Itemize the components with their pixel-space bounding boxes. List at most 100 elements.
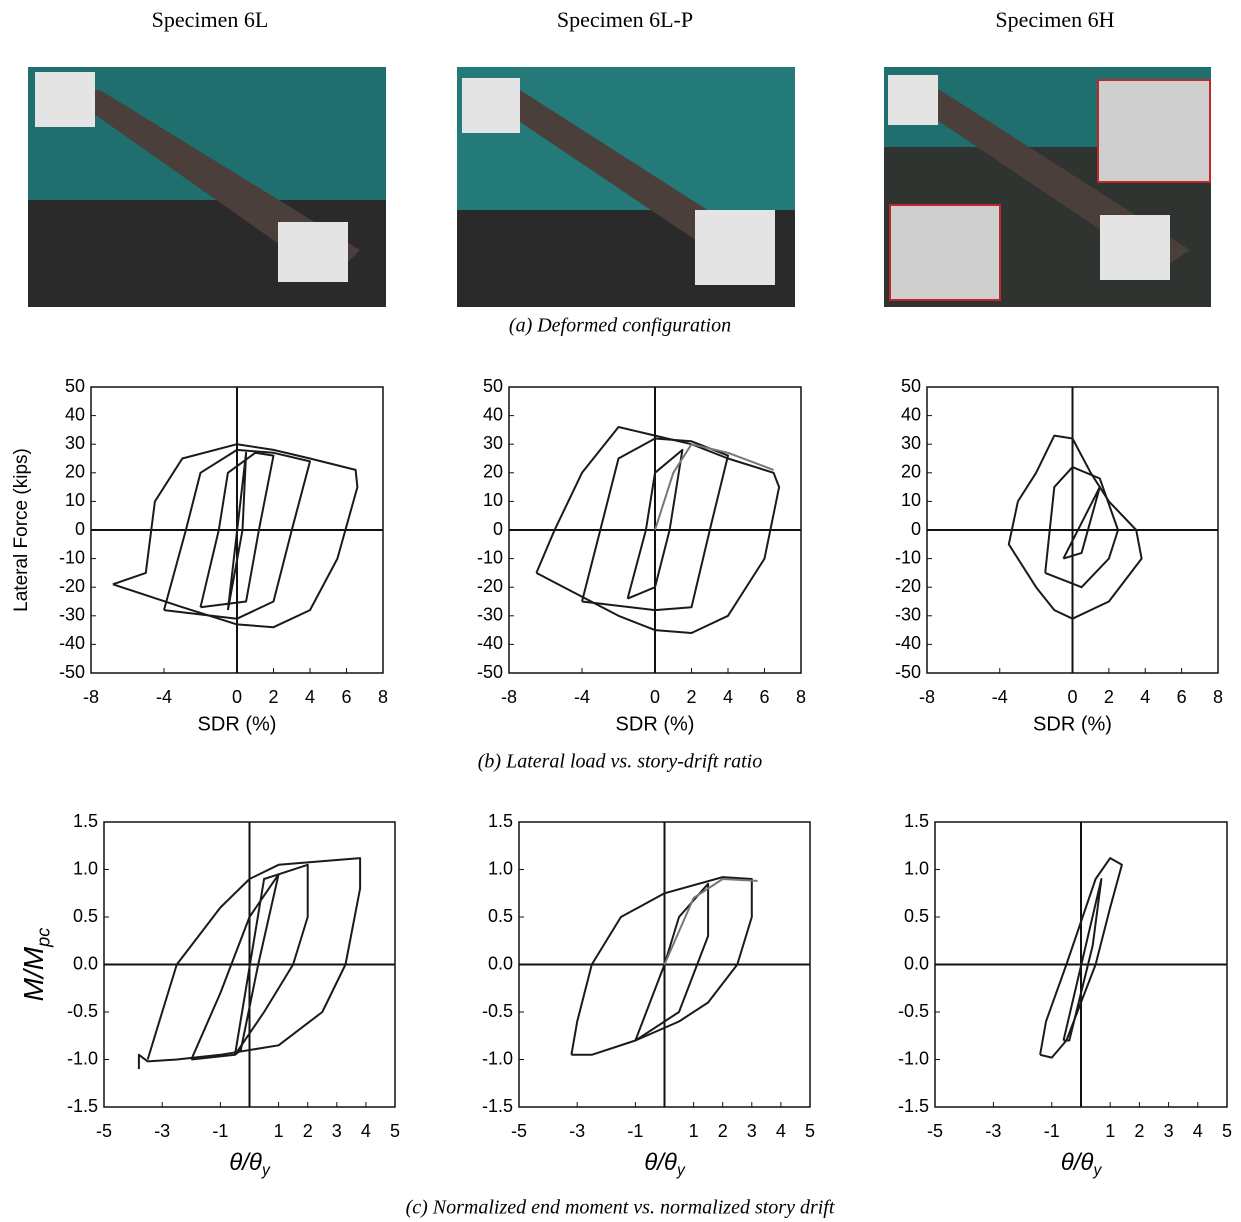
axis-label-sub: y [676,1162,686,1179]
y-tick-label: 0 [75,519,85,539]
hysteresis-line [1062,878,1103,1042]
axis-label-sub: y [1092,1162,1102,1179]
hysteresis-line [570,876,753,1056]
axis-label-main: θ/θ [644,1149,677,1176]
hysteresis-line [535,426,781,634]
y-tick-label: -0.5 [482,1001,513,1021]
caption: (c) Normalized end moment vs. normalized… [406,1197,835,1219]
photo [28,67,386,307]
x-tick-label: 1 [1105,1121,1115,1141]
caption: (a) Deformed configuration [509,315,731,337]
x-tick-label: 8 [796,687,806,707]
x-tick-label: -8 [919,687,935,707]
y-tick-label: 30 [65,433,85,453]
hysteresis-line [663,878,758,965]
hysteresis-line [626,448,684,600]
x-tick-label: 2 [1104,687,1114,707]
axis-label: M/Mpc [18,928,53,1002]
y-tick-label: 0 [911,519,921,539]
hysteresis-line [199,451,275,609]
x-tick-label: 4 [1140,687,1150,707]
x-tick-label: 2 [686,687,696,707]
y-tick-label: -0.5 [898,1001,929,1021]
hysteresis-line [654,443,774,531]
axis-label: θ/θy [1061,1149,1103,1179]
axis-label-main: θ/θ [229,1149,262,1176]
x-tick-label: 2 [303,1121,313,1141]
y-tick-label: -40 [477,633,503,653]
hysteresis-line [1062,486,1101,560]
x-tick-label: -3 [569,1121,585,1141]
y-tick-label: 40 [483,404,503,424]
y-tick-label: -50 [895,662,921,682]
y-tick-label: -1.5 [67,1096,98,1116]
x-tick-label: -4 [992,687,1008,707]
y-tick-label: -40 [59,633,85,653]
x-tick-label: -8 [83,687,99,707]
hysteresis-line [1044,466,1119,589]
caption: (b) Lateral load vs. story-drift ratio [478,751,762,773]
x-tick-label: 1 [689,1121,699,1141]
x-tick-label: 5 [390,1121,400,1141]
x-tick-label: 2 [1134,1121,1144,1141]
y-tick-label: 0 [493,519,503,539]
y-tick-label: -20 [895,576,921,596]
x-tick-label: -3 [985,1121,1001,1141]
axis-label-sub: pc [33,928,53,948]
axis-label-main: M/M [18,946,49,1001]
y-tick-label: -30 [895,605,921,625]
y-tick-label: -1.0 [482,1048,513,1068]
y-tick-label: -30 [59,605,85,625]
y-tick-label: 1.5 [73,811,98,831]
x-tick-label: 2 [268,687,278,707]
y-tick-label: 20 [483,462,503,482]
y-tick-label: 0.5 [73,906,98,926]
x-tick-label: -5 [927,1121,943,1141]
axis-label: SDR (%) [616,713,695,735]
x-tick-label: 0 [650,687,660,707]
photo [884,67,1211,307]
x-tick-label: -1 [627,1121,643,1141]
y-tick-label: -20 [477,576,503,596]
y-tick-label: 10 [65,490,85,510]
axis-label-sub: y [261,1162,271,1179]
y-tick-label: -1.5 [482,1096,513,1116]
hysteresis-line [234,873,280,1056]
x-tick-label: 8 [378,687,388,707]
x-tick-label: 6 [1177,687,1187,707]
axis-label: θ/θy [644,1149,686,1179]
y-tick-label: -10 [59,547,85,567]
y-tick-label: 30 [901,433,921,453]
axis-label-main: θ/θ [1061,1149,1094,1176]
x-tick-label: -1 [212,1121,228,1141]
x-tick-label: -8 [501,687,517,707]
y-tick-label: 1.0 [73,858,98,878]
x-tick-label: 3 [747,1121,757,1141]
x-tick-label: -1 [1044,1121,1060,1141]
x-tick-label: 0 [1067,687,1077,707]
y-tick-label: 0.0 [73,953,98,973]
x-tick-label: 0 [232,687,242,707]
x-tick-label: 4 [723,687,733,707]
y-tick-label: 50 [65,376,85,396]
y-tick-label: 0.5 [904,906,929,926]
x-tick-label: 4 [776,1121,786,1141]
hysteresis-line [226,451,248,611]
x-tick-label: 1 [274,1121,284,1141]
x-tick-label: -3 [154,1121,170,1141]
y-tick-label: 1.5 [488,811,513,831]
y-tick-label: 0.0 [904,953,929,973]
y-tick-label: 1.5 [904,811,929,831]
x-tick-label: 4 [361,1121,371,1141]
x-tick-label: 5 [1222,1121,1232,1141]
y-tick-label: 10 [483,490,503,510]
x-tick-label: 5 [805,1121,815,1141]
x-tick-label: 3 [1164,1121,1174,1141]
hysteresis-line [1007,434,1143,620]
y-tick-label: -50 [59,662,85,682]
x-tick-label: 2 [718,1121,728,1141]
specimen-title: Specimen 6L [152,7,269,32]
y-tick-label: 1.0 [488,858,513,878]
